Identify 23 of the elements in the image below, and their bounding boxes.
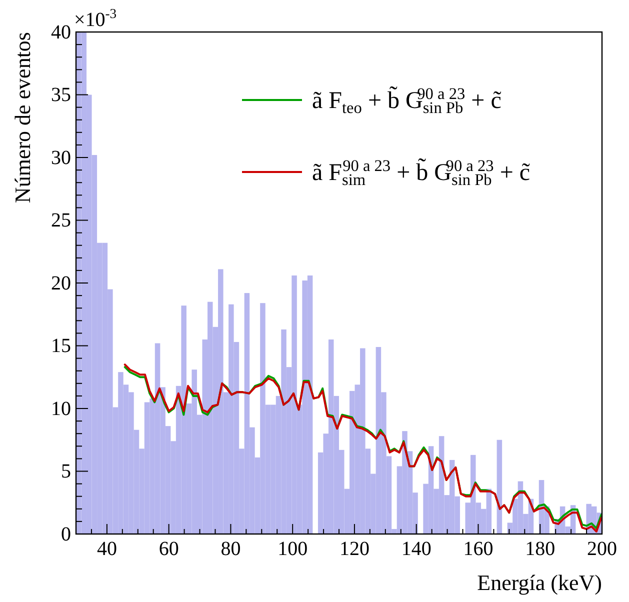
y-tick-label: 15 <box>51 335 71 358</box>
x-tick-label: 40 <box>96 538 117 560</box>
legend-label: ã F$_{teo}$ + b̃ G$_{sin Pb}$$^{90 a 23}$ + c̃ <box>312 84 502 117</box>
y-tick-label: 5 <box>61 460 71 483</box>
y-tick-label: 40 <box>51 21 71 44</box>
y-tick-label: 0 <box>61 523 71 546</box>
x-tick-label: 100 <box>278 538 308 560</box>
x-tick-label: 200 <box>587 538 617 560</box>
y-tick-label: 35 <box>51 84 71 106</box>
y-tick-label: 25 <box>51 210 71 232</box>
x-tick-label: 80 <box>220 538 241 560</box>
x-tick-label: 140 <box>401 538 432 560</box>
y-axis-title: Número de eventos <box>10 32 35 204</box>
x-tick-label: 120 <box>339 538 370 560</box>
x-tick-label: 160 <box>463 538 494 560</box>
y-tick-label: 10 <box>51 398 71 420</box>
x-tick-label: 180 <box>525 538 556 560</box>
legend-label: ã F$_{sim}$$^{90 a 23}$ + b̃ G$_{sin Pb}$$^{90 a 23}$ + c̃ <box>312 156 530 189</box>
x-axis-title: Energía (keV) <box>477 570 602 595</box>
text: ×10$^{-3}$ <box>74 6 117 31</box>
y-tick-label: 20 <box>51 272 71 294</box>
x-tick-label: 60 <box>158 538 179 560</box>
y-tick-label: 30 <box>51 146 71 169</box>
